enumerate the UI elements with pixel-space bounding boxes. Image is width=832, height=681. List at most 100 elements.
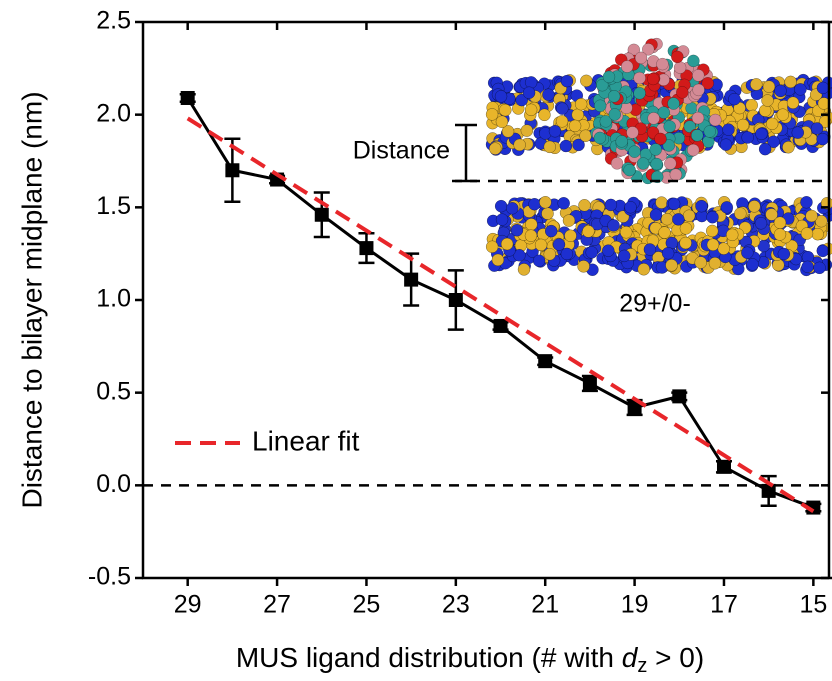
membrane-atom — [538, 108, 551, 122]
particle-atom — [654, 132, 667, 146]
particle-atom — [690, 129, 704, 142]
membrane-atom — [755, 127, 768, 141]
particle-atom — [669, 168, 683, 181]
membrane-atom — [705, 224, 719, 238]
membrane-atom — [725, 228, 739, 242]
membrane-atom — [517, 263, 531, 276]
membrane-atom — [773, 228, 787, 241]
membrane-atom — [637, 263, 651, 276]
membrane-atom — [682, 209, 696, 223]
membrane-atom — [762, 80, 776, 93]
particle-atom — [676, 86, 689, 99]
data-point — [582, 376, 597, 391]
membrane-atom — [585, 246, 598, 259]
membrane-atom — [741, 131, 754, 144]
membrane-atom — [539, 196, 552, 209]
membrane-atom — [750, 78, 763, 91]
membrane-atom — [816, 132, 829, 146]
membrane-atom — [805, 209, 818, 223]
membrane-atom — [568, 119, 582, 133]
particle-atom — [692, 69, 705, 82]
particle-atom — [650, 157, 663, 171]
membrane-atom — [624, 200, 637, 214]
y-axis-label: Distance to bilayer midplane (nm) — [16, 91, 47, 508]
membrane-atom — [811, 227, 824, 241]
x-tick-label: 19 — [621, 591, 649, 619]
particle-atom — [701, 77, 714, 90]
particle-atom — [615, 135, 628, 148]
membrane-atom — [580, 74, 593, 88]
particle-atom — [633, 71, 646, 85]
particle-atom — [620, 60, 634, 73]
data-point — [314, 207, 329, 222]
membrane-atom — [722, 123, 735, 136]
membrane-atom — [532, 254, 546, 267]
particle-atom — [610, 157, 624, 170]
membrane-atom — [720, 201, 734, 214]
x-tick-label: 27 — [263, 591, 291, 619]
particle-atom — [657, 106, 671, 119]
x-tick-label: 21 — [531, 591, 559, 619]
y-tick-label: 1.5 — [96, 192, 131, 220]
membrane-atom — [679, 236, 692, 250]
membrane-atom — [706, 210, 719, 224]
membrane-atom — [574, 97, 588, 111]
membrane-atom — [784, 75, 797, 89]
particle-atom — [664, 157, 677, 170]
distance-bracket — [455, 123, 477, 183]
membrane-atom — [572, 138, 585, 152]
membrane-atom — [758, 142, 772, 156]
membrane-atom — [791, 126, 805, 139]
particle-atom — [671, 50, 684, 64]
x-tick-label: 29 — [174, 591, 202, 619]
membrane-atom — [488, 142, 502, 155]
data-point — [359, 241, 374, 256]
particle-atom — [656, 57, 669, 71]
membrane-atom — [495, 115, 509, 128]
particle-atom — [703, 125, 717, 138]
membrane-atom — [708, 257, 722, 270]
particle-atom — [642, 43, 655, 56]
particle-atom — [647, 112, 660, 125]
data-point — [627, 400, 642, 415]
particle-atom — [623, 163, 636, 177]
membrane-atom — [734, 207, 747, 220]
membrane-atom — [658, 226, 671, 239]
y-tick-label: 2.0 — [96, 99, 131, 127]
membrane-atom — [524, 103, 538, 117]
membrane-atom — [643, 243, 657, 256]
particle-atom — [649, 143, 662, 156]
particle-atom — [686, 143, 700, 157]
membrane-atom — [494, 90, 508, 103]
data-point — [448, 293, 463, 307]
membrane-atom — [728, 92, 741, 106]
membrane-atom — [544, 224, 558, 238]
particle-atom — [599, 115, 613, 128]
membrane-atom — [665, 259, 678, 272]
membrane-atom — [485, 108, 499, 121]
data-point — [672, 389, 687, 404]
particle-atom — [709, 113, 722, 127]
membrane-atom — [520, 124, 534, 137]
membrane-atom — [577, 260, 590, 273]
membrane-atom — [782, 141, 795, 154]
x-tick-label: 15 — [799, 591, 827, 619]
membrane-atom — [776, 108, 790, 121]
x-tick-label: 17 — [710, 591, 738, 619]
membrane-atom — [816, 81, 830, 95]
particle-atom — [634, 51, 648, 65]
membrane-atom — [810, 122, 824, 135]
membrane-atom — [557, 197, 570, 210]
membrane-atom — [542, 88, 555, 101]
membrane-atom — [801, 260, 814, 274]
particle-atom — [602, 70, 616, 84]
membrane-atom — [813, 261, 826, 275]
distance-label: Distance — [353, 137, 450, 165]
x-tick-label: 25 — [353, 591, 381, 619]
membrane-atom — [815, 214, 828, 228]
membrane-atom — [649, 208, 663, 222]
membrane-atom — [660, 212, 674, 226]
membrane-atom — [562, 214, 576, 227]
membrane-atom — [541, 207, 554, 220]
